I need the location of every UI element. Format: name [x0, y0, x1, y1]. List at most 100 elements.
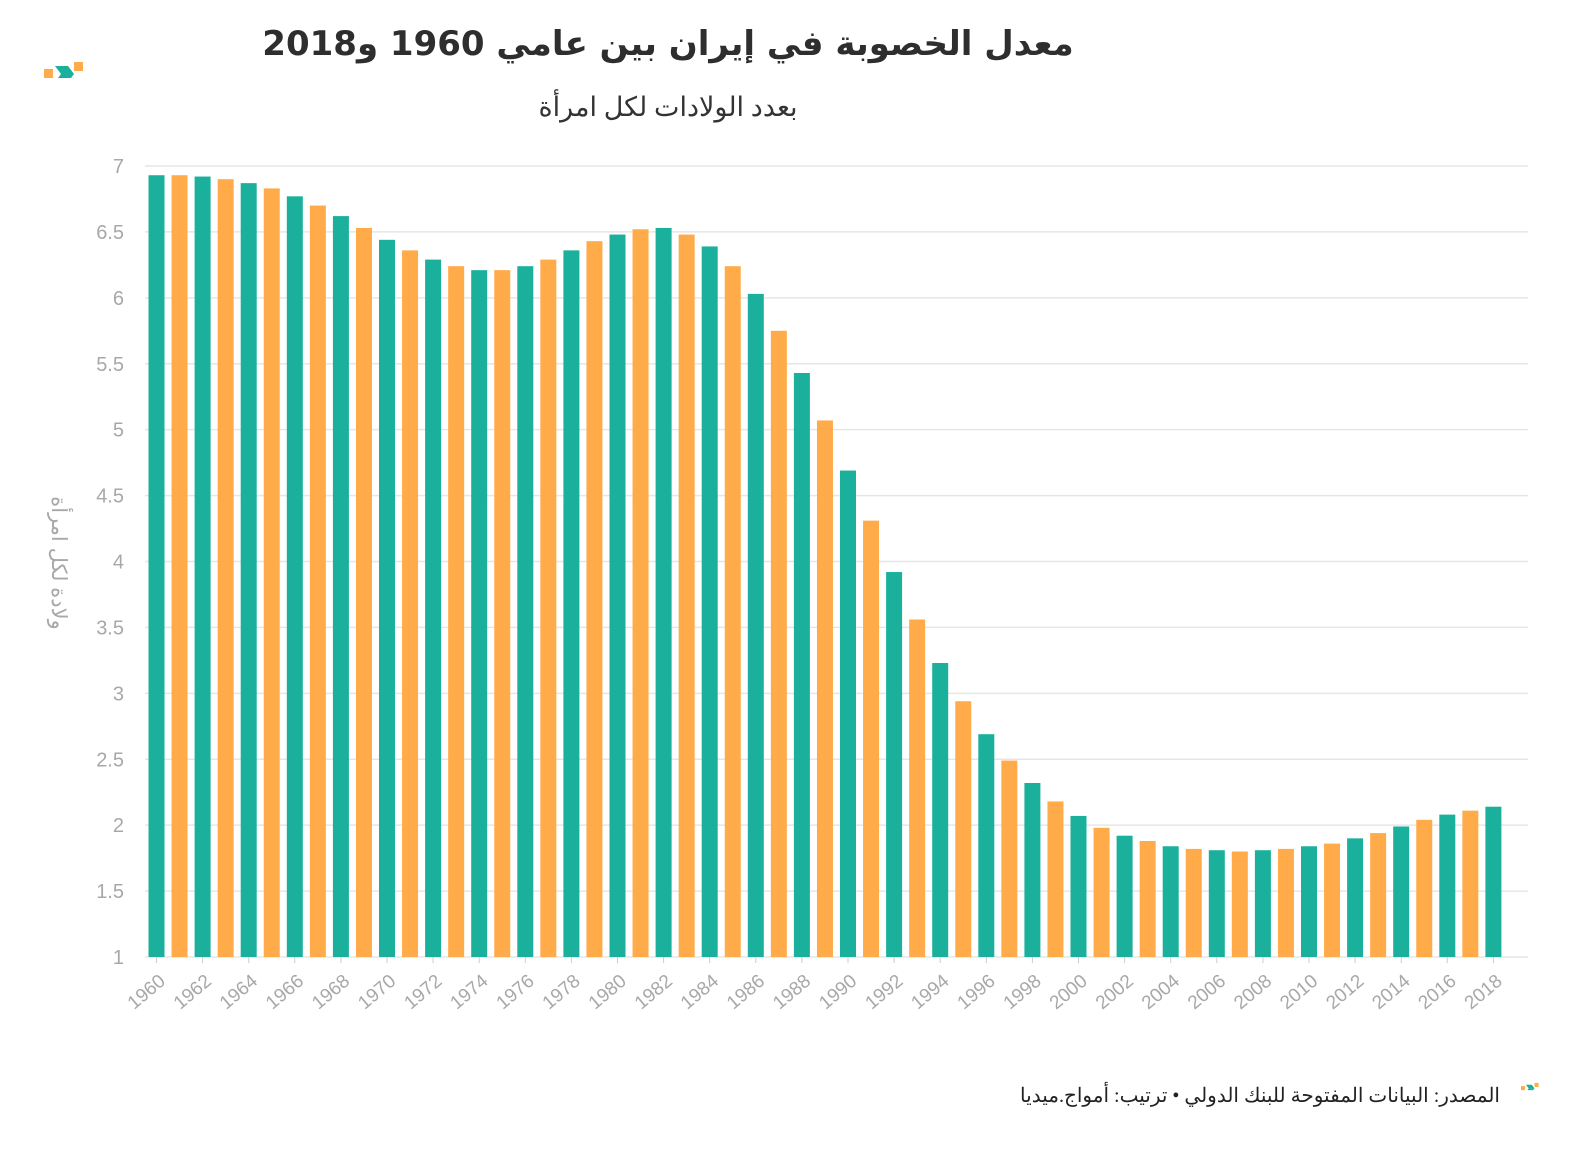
chart-subtitle: بعدد الولادات لكل امرأة	[538, 92, 798, 122]
bar-1984	[701, 246, 718, 957]
bar-1961	[171, 175, 188, 957]
x-tick-label: 2008	[1230, 971, 1276, 1014]
amwaj-logo-icon	[44, 62, 83, 78]
bar-2005	[1185, 848, 1202, 957]
bar-2004	[1162, 846, 1179, 957]
x-tick-label: 1970	[354, 971, 400, 1014]
y-tick-label: 3	[113, 683, 124, 705]
x-tick-label: 2014	[1369, 970, 1415, 1014]
x-tick-label: 1994	[908, 970, 954, 1014]
bar-2008	[1254, 850, 1271, 957]
x-tick-label: 1964	[216, 970, 262, 1014]
bar-1970	[379, 239, 395, 957]
x-tick-label: 2006	[1184, 971, 1230, 1014]
x-tick-label: 1996	[954, 971, 1000, 1014]
bar-2006	[1208, 850, 1225, 957]
bar-1983	[678, 234, 695, 957]
x-tick-label: 1966	[262, 971, 308, 1014]
x-tick-label: 2002	[1092, 971, 1138, 1014]
y-tick-label: 3.5	[96, 617, 124, 639]
bar-1994	[932, 663, 949, 957]
x-tick-label: 2012	[1322, 971, 1368, 1014]
bar-2007	[1231, 851, 1248, 957]
bar-1993	[909, 619, 926, 957]
bar-1988	[793, 372, 810, 957]
x-tick-label: 1972	[400, 971, 446, 1014]
bar-1995	[955, 701, 972, 957]
bar-2001	[1093, 827, 1110, 957]
bar-2000	[1070, 815, 1087, 957]
x-tick-label: 1978	[539, 971, 585, 1014]
y-tick-label: 1.5	[96, 881, 124, 903]
x-tick-label: 1968	[308, 971, 354, 1014]
bar-1982	[655, 227, 672, 957]
x-tick-label: 1990	[815, 971, 861, 1014]
x-tick-label: 1980	[585, 971, 631, 1014]
y-tick-label: 4	[113, 552, 124, 574]
bar-1989	[816, 420, 833, 957]
bar-2015	[1416, 819, 1433, 957]
bar-1986	[747, 293, 764, 958]
y-tick-label: 2.5	[96, 749, 124, 771]
bar-1977	[540, 259, 557, 957]
bar-1990	[840, 470, 856, 957]
bar-1998	[1024, 782, 1041, 957]
chart-title: معدل الخصوبة في إيران بين عامي 1960 و201…	[262, 24, 1074, 64]
bar-1992	[886, 572, 903, 957]
y-tick-label: 5.5	[96, 354, 124, 376]
bar-1975	[494, 270, 511, 958]
bar-2016	[1439, 814, 1456, 957]
bar-2010	[1301, 846, 1317, 957]
bar-2018	[1485, 806, 1502, 957]
bar-1980	[609, 234, 626, 957]
x-tick-label: 1988	[769, 971, 815, 1014]
bar-1972	[425, 259, 442, 957]
bar-2014	[1393, 826, 1410, 957]
source-footer: المصدر: البيانات المفتوحة للبنك الدولي •…	[1020, 1085, 1500, 1107]
bar-1987	[770, 330, 787, 958]
x-tick-label: 2018	[1461, 971, 1507, 1014]
bar-1971	[402, 250, 419, 957]
bar-1967	[309, 205, 326, 958]
bar-1999	[1047, 801, 1064, 957]
y-tick-label: 6.5	[96, 222, 124, 244]
y-tick-label: 4.5	[96, 486, 124, 508]
bar-2002	[1116, 835, 1133, 957]
y-tick-label: 2	[113, 815, 124, 837]
bar-1964	[240, 183, 257, 958]
bar-1965	[263, 188, 280, 957]
amwaj-logo-small-icon	[1521, 1082, 1539, 1091]
x-tick-label: 1984	[677, 970, 723, 1014]
bar-1976	[517, 266, 534, 957]
x-tick-label: 1962	[170, 971, 216, 1014]
y-tick-label: 5	[113, 420, 124, 442]
x-tick-label: 1974	[447, 970, 493, 1014]
y-axis-label: ولادة لكل امرأة	[46, 496, 74, 630]
y-tick-label: 7	[113, 156, 124, 178]
bar-2017	[1462, 810, 1479, 957]
x-axis-ticks: 1960 1962 1964 1966 1968 1970 1972 1974 1976 1978…	[124, 957, 1507, 1014]
bar-2011	[1324, 843, 1341, 957]
x-tick-label: 1960	[124, 971, 170, 1014]
bar-1979	[586, 241, 603, 957]
bars	[148, 175, 1502, 958]
y-tick-label: 1	[113, 947, 124, 969]
bar-1978	[563, 250, 580, 957]
x-tick-label: 2016	[1415, 971, 1461, 1014]
y-tick-label: 6	[113, 288, 124, 310]
bar-1962	[194, 176, 211, 958]
x-tick-label: 2000	[1046, 971, 1092, 1014]
x-tick-label: 2004	[1138, 970, 1184, 1014]
grid-lines	[145, 165, 1528, 958]
bar-1985	[724, 266, 741, 957]
bar-1968	[332, 216, 349, 957]
x-tick-label: 1992	[861, 971, 907, 1014]
bar-chart: 11.522.533.544.555.566.57 1960 1962 1964 19…	[46, 156, 1528, 1014]
bar-2003	[1139, 840, 1156, 957]
bar-1981	[632, 229, 649, 957]
x-tick-label: 1982	[631, 971, 677, 1014]
x-tick-label: 1986	[723, 971, 769, 1014]
bar-1963	[217, 179, 234, 957]
bar-1969	[355, 227, 372, 957]
x-tick-label: 1976	[493, 971, 539, 1014]
